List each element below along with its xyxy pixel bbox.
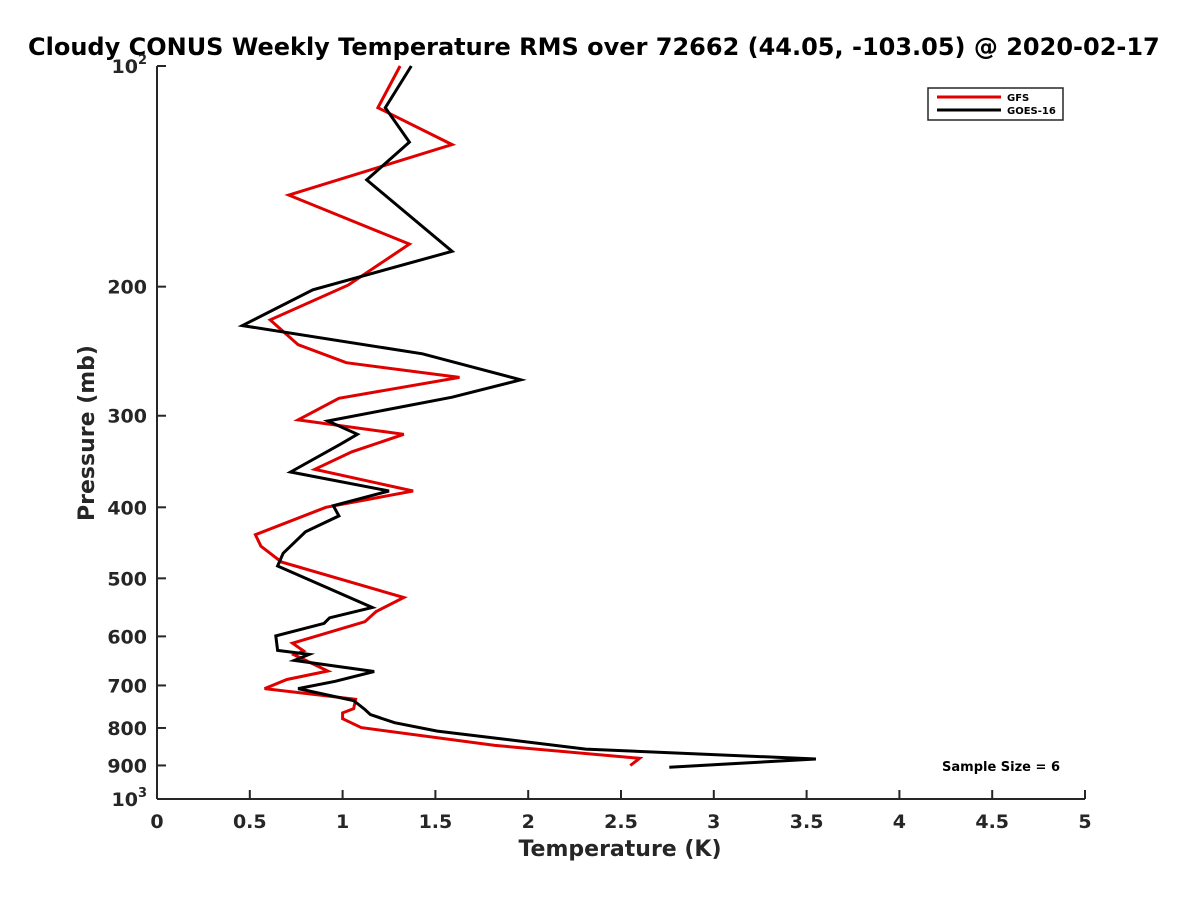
- x-tick-label: 4: [893, 811, 906, 833]
- legend: GFS GOES-16: [927, 87, 1064, 121]
- y-axis-label: Pressure (mb): [75, 345, 100, 521]
- legend-label: GOES-16: [1007, 106, 1056, 117]
- y-tick-label: 300: [107, 406, 147, 428]
- series-line-goes-16: [237, 65, 816, 769]
- plot-area: [156, 65, 1085, 800]
- x-tick-label: 0: [150, 811, 163, 833]
- x-tick-label: 0.5: [233, 811, 267, 833]
- y-tick-label: 700: [107, 675, 147, 697]
- x-tick-label: 3.5: [790, 811, 824, 833]
- y-tick-label: 102: [112, 53, 148, 78]
- x-tick-label: 3: [707, 811, 720, 833]
- sample-size-annotation: Sample Size = 6: [942, 760, 1060, 775]
- y-tick-label: 600: [107, 626, 147, 648]
- series-line-gfs: [253, 65, 644, 767]
- x-tick-label: 2.5: [604, 811, 638, 833]
- chart-title: Cloudy CONUS Weekly Temperature RMS over…: [28, 33, 1160, 61]
- y-tick-label: 400: [107, 497, 147, 519]
- x-tick-label: 2: [522, 811, 535, 833]
- x-tick-label: 4.5: [975, 811, 1009, 833]
- y-tick-label: 500: [107, 568, 147, 590]
- legend-label: GFS: [1007, 93, 1029, 104]
- y-tick-label: 800: [107, 718, 147, 740]
- x-tick-label: 5: [1078, 811, 1091, 833]
- x-tick-label: 1: [336, 811, 349, 833]
- y-tick-label: 200: [107, 277, 147, 299]
- y-tick-label: 103: [112, 786, 148, 811]
- x-axis-label: Temperature (K): [518, 837, 721, 862]
- y-axis-ticks: 102 200 300 400 500 600 700 800 900 103: [107, 53, 166, 811]
- y-tick-label: 900: [107, 755, 147, 777]
- x-axis-ticks: 0 0.5 1 1.5 2 2.5 3 3.5 4 4.5 5: [150, 790, 1092, 833]
- x-tick-label: 1.5: [419, 811, 453, 833]
- legend-box: [927, 87, 1064, 121]
